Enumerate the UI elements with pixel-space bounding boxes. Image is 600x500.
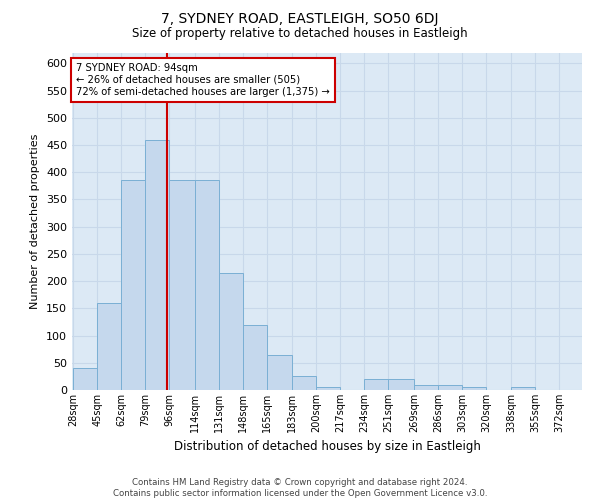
Bar [364,379,388,390]
Bar [388,379,414,390]
Bar [292,376,316,390]
Bar [511,388,535,390]
Bar [145,140,169,390]
Bar [438,384,462,390]
Bar [462,388,486,390]
Text: Contains HM Land Registry data © Crown copyright and database right 2024.
Contai: Contains HM Land Registry data © Crown c… [113,478,487,498]
Bar [316,388,340,390]
Bar [73,368,97,390]
Bar [219,273,243,390]
Bar [169,180,195,390]
Bar [195,180,219,390]
Bar [121,180,145,390]
X-axis label: Distribution of detached houses by size in Eastleigh: Distribution of detached houses by size … [173,440,481,454]
Bar [243,324,267,390]
Text: Size of property relative to detached houses in Eastleigh: Size of property relative to detached ho… [132,28,468,40]
Text: 7 SYDNEY ROAD: 94sqm
← 26% of detached houses are smaller (505)
72% of semi-deta: 7 SYDNEY ROAD: 94sqm ← 26% of detached h… [76,64,330,96]
Bar [414,384,438,390]
Text: 7, SYDNEY ROAD, EASTLEIGH, SO50 6DJ: 7, SYDNEY ROAD, EASTLEIGH, SO50 6DJ [161,12,439,26]
Y-axis label: Number of detached properties: Number of detached properties [31,134,40,309]
Bar [97,303,121,390]
Bar [267,354,292,390]
